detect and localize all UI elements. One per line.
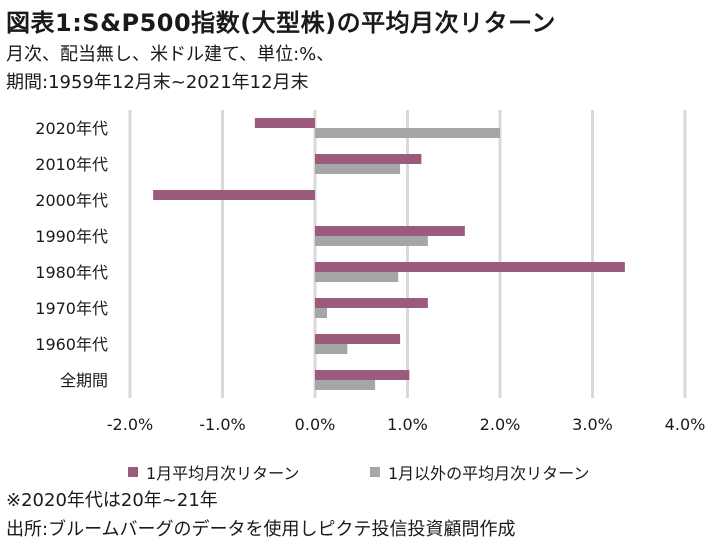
source-note: 出所:ブルームバーグのデータを使用しピクテ投信投資顧問作成 bbox=[6, 519, 516, 540]
bar-series-2 bbox=[315, 380, 376, 390]
bar-series-1 bbox=[315, 298, 428, 308]
bar-series-1 bbox=[315, 154, 422, 164]
bar-series-2 bbox=[315, 164, 401, 174]
bar-series-1 bbox=[315, 262, 625, 272]
legend-item-series-1: 1月平均月次リターン bbox=[128, 460, 299, 484]
bar-series-1 bbox=[315, 226, 465, 236]
category-label: 全期間 bbox=[60, 371, 108, 390]
bar-series-2 bbox=[315, 272, 399, 282]
bar-series-1 bbox=[254, 118, 315, 128]
x-tick-label: 4.0% bbox=[665, 415, 706, 434]
x-tick-label: 0.0% bbox=[295, 415, 336, 434]
category-label: 2010年代 bbox=[35, 155, 108, 174]
chart-title: 図表1:S&P500指数(大型株)の平均月次リターン bbox=[6, 9, 556, 37]
x-tick-label: -2.0% bbox=[107, 415, 153, 434]
chart-subtitle-line-2: 期間:1959年12月末~2021年12月末 bbox=[6, 72, 309, 93]
bar-series-2 bbox=[315, 344, 348, 354]
legend-label-series-2: 1月以外の平均月次リターン bbox=[388, 464, 590, 483]
x-tick-label: 1.0% bbox=[387, 415, 428, 434]
category-label: 2000年代 bbox=[35, 191, 108, 210]
bar-series-2 bbox=[315, 236, 428, 246]
bar-series-1 bbox=[153, 190, 315, 200]
legend-label-series-1: 1月平均月次リターン bbox=[146, 464, 300, 483]
x-tick-label: 3.0% bbox=[572, 415, 613, 434]
legend-swatch-series-1 bbox=[128, 467, 138, 477]
footnote: ※2020年代は20年~21年 bbox=[6, 490, 218, 511]
x-tick-label: 2.0% bbox=[480, 415, 521, 434]
category-label: 1960年代 bbox=[35, 335, 108, 354]
legend-swatch-series-2 bbox=[370, 467, 380, 477]
legend-item-series-2: 1月以外の平均月次リターン bbox=[370, 460, 589, 484]
x-tick-label: -1.0% bbox=[199, 415, 245, 434]
bar-series-1 bbox=[315, 334, 401, 344]
bar-series-1 bbox=[315, 370, 410, 380]
bar-series-2 bbox=[315, 308, 328, 318]
chart-subtitle-line-1: 月次、配当無し、米ドル建て、単位:%、 bbox=[6, 44, 335, 65]
category-label: 1980年代 bbox=[35, 263, 108, 282]
category-label: 2020年代 bbox=[35, 119, 108, 138]
category-label: 1970年代 bbox=[35, 299, 108, 318]
bar-series-2 bbox=[315, 128, 500, 138]
category-label: 1990年代 bbox=[35, 227, 108, 246]
